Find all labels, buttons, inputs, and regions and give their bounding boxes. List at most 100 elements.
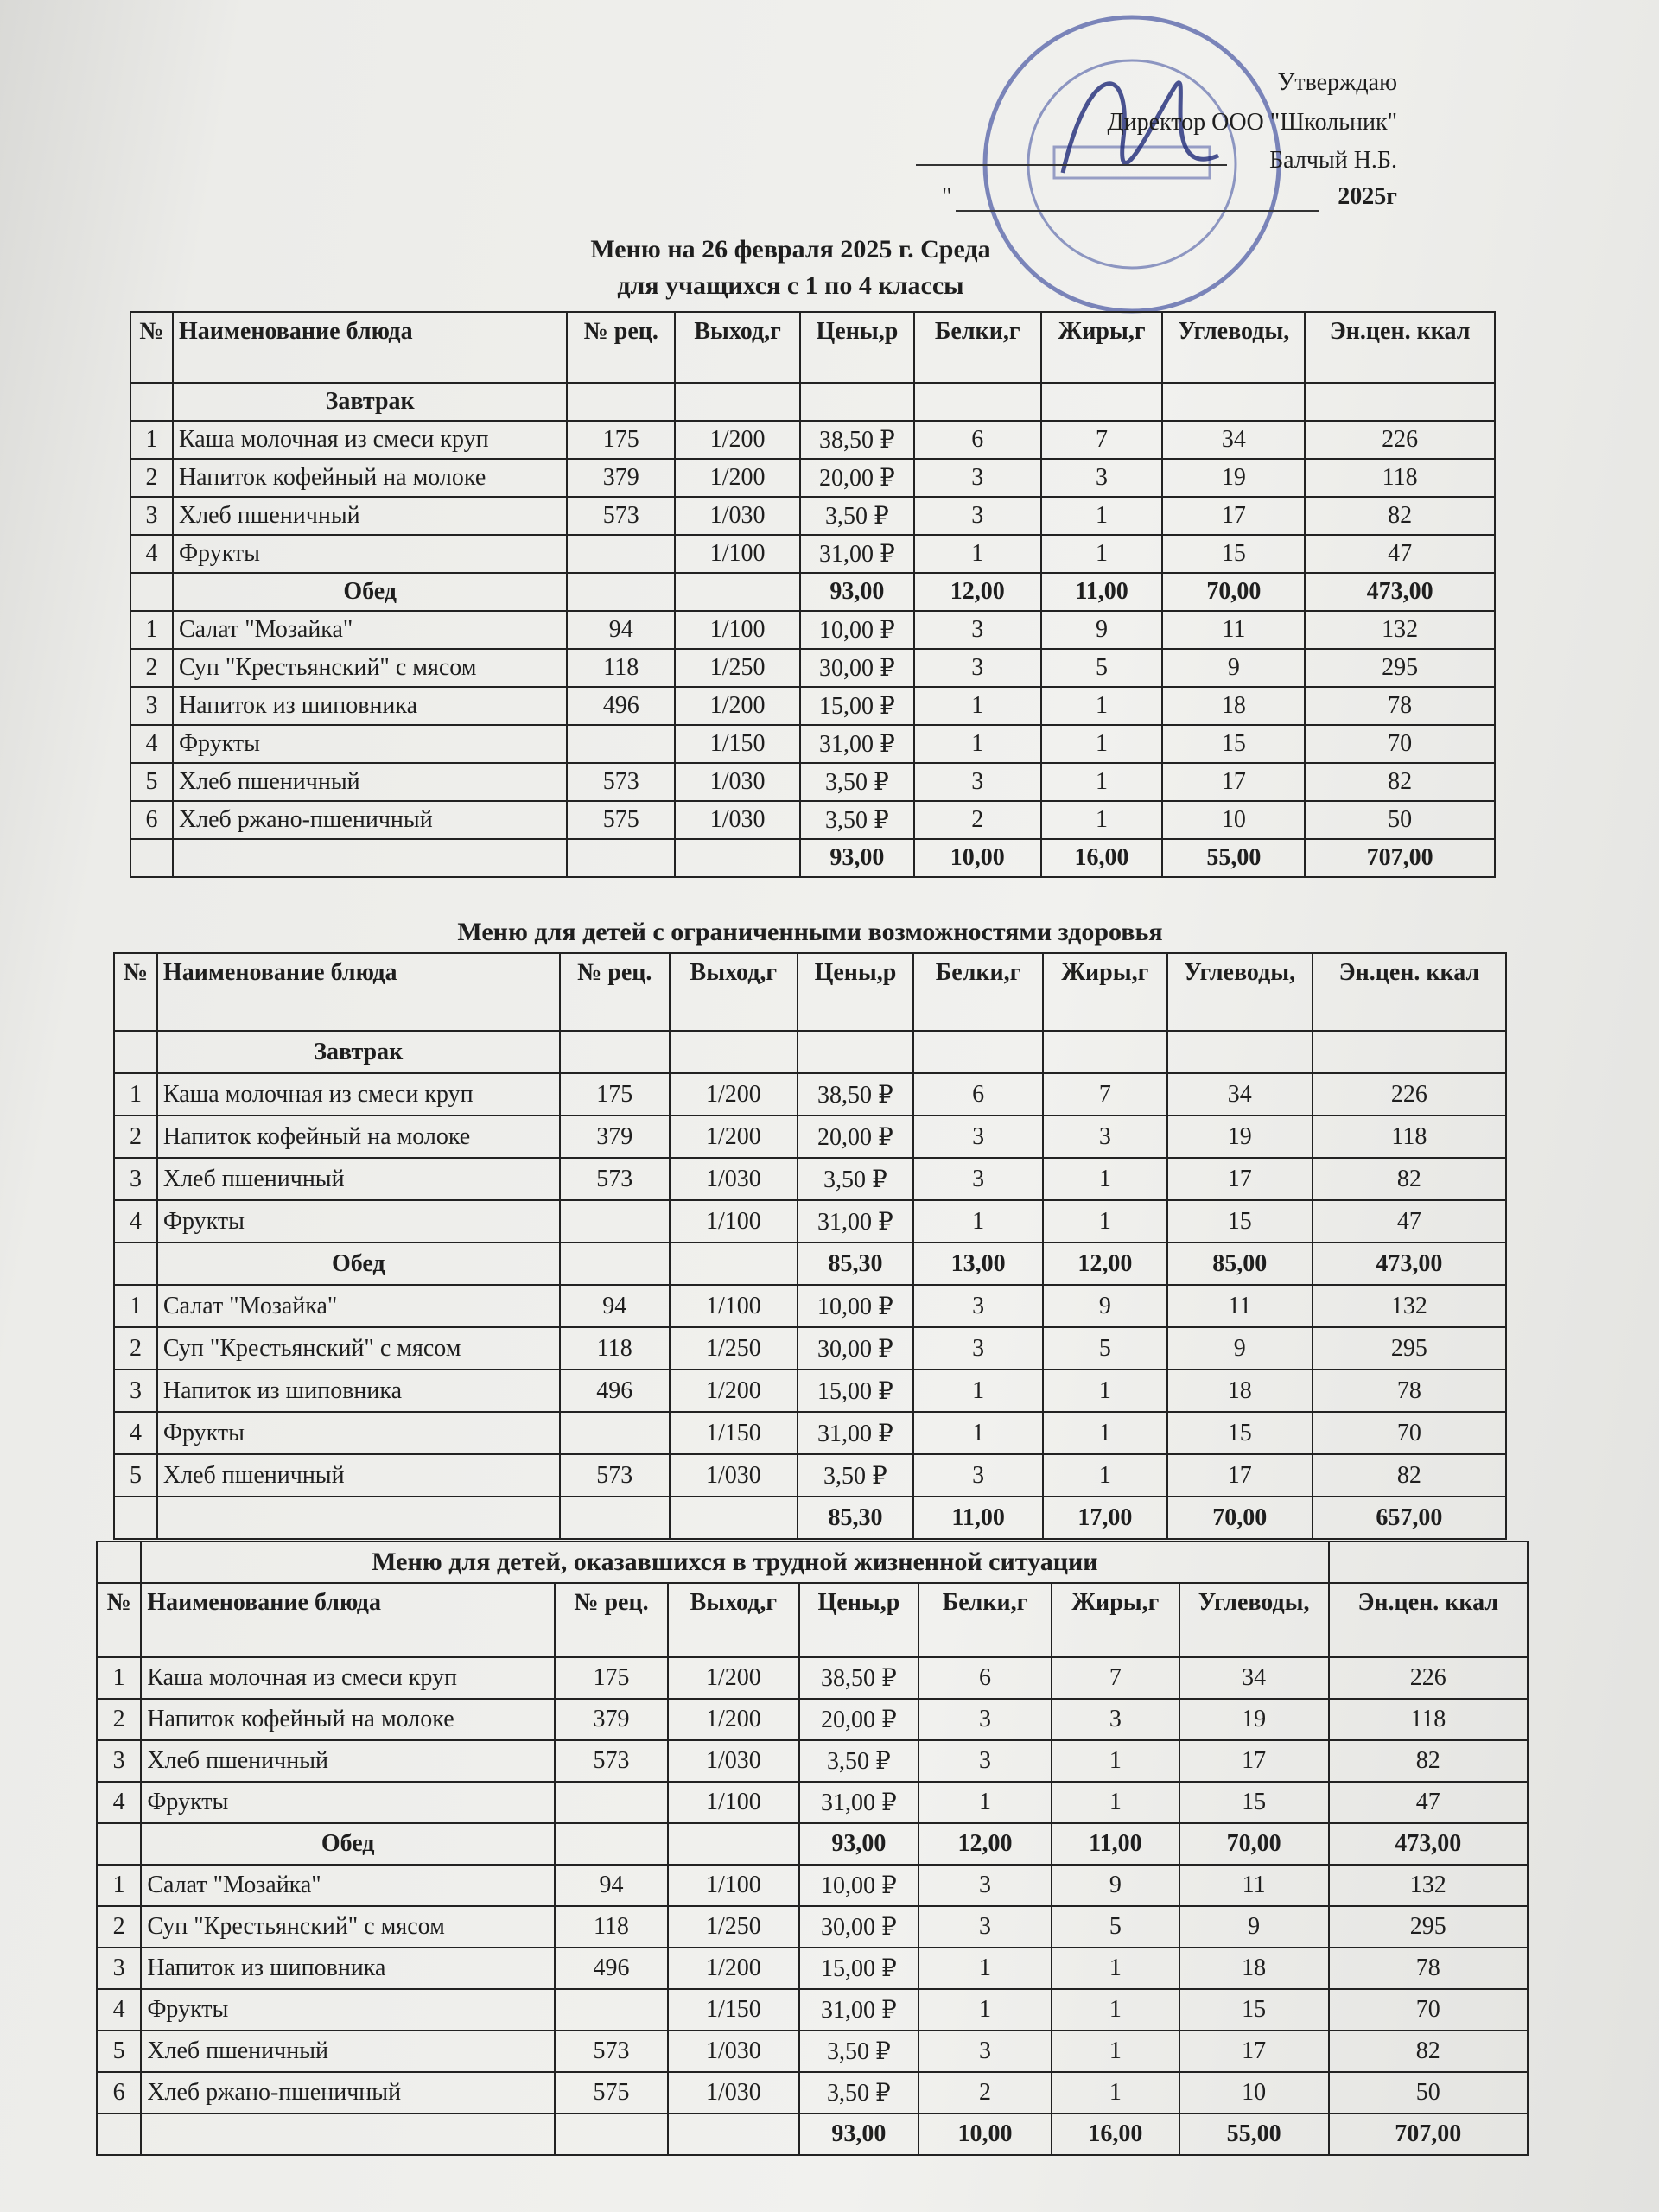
cell: 3 xyxy=(912,762,1042,802)
cell: 31,00 ₽ xyxy=(796,1411,915,1455)
cell: 1 xyxy=(95,1864,143,1907)
approval-line: Директор ООО "Школьник" xyxy=(1107,109,1397,136)
cell xyxy=(558,1199,671,1243)
cell: 3 xyxy=(1041,1115,1168,1159)
cell: 12,00 xyxy=(918,1822,1053,1866)
cell: 379 xyxy=(558,1115,671,1159)
cell: 496 xyxy=(558,1369,671,1413)
cell: 17 xyxy=(1178,2030,1330,2073)
cell: Фрукты xyxy=(156,1199,561,1243)
cell: 38,50 ₽ xyxy=(799,420,915,460)
menu-row: 1 Каша молочная из смеси круп 175 1/200 38,5… xyxy=(130,420,1496,460)
cell: 1 xyxy=(918,1947,1053,1990)
cell: 30,00 ₽ xyxy=(798,1905,920,1948)
cell: 4 xyxy=(130,534,174,574)
cell: 496 xyxy=(554,1947,669,1990)
cell: 118 xyxy=(1311,1115,1508,1159)
cell: 4 xyxy=(130,724,174,764)
cell: 10,00 ₽ xyxy=(799,610,915,650)
cell: 10 xyxy=(1161,800,1306,840)
cell xyxy=(558,1496,671,1540)
table-caption: Меню для детей, оказавшихся в трудной жи… xyxy=(140,1541,1330,1584)
cell: 78 xyxy=(1327,1947,1529,1990)
cell: 1 xyxy=(912,1369,1044,1413)
cell xyxy=(558,1030,671,1074)
cell: 31,00 ₽ xyxy=(798,1988,920,2031)
cell: 3 xyxy=(918,1698,1053,1741)
cell: 1 xyxy=(113,1284,158,1328)
cell: Суп "Крестьянский" с мясом xyxy=(171,648,569,688)
cell: 70,00 xyxy=(1161,572,1306,612)
cell xyxy=(1327,1541,1529,1584)
cell: 47 xyxy=(1311,1199,1508,1243)
header-row: № Наименование блюда № рец. Выход,г Цены,р Бе… xyxy=(113,952,1508,1032)
cell: 1 xyxy=(912,724,1042,764)
cell: 3 xyxy=(130,496,174,536)
menu-row: 4 Фрукты 1/100 31,00 ₽1 1 15 47 xyxy=(95,1781,1529,1824)
cell: 70 xyxy=(1327,1988,1529,2031)
cell: 13,00 xyxy=(912,1242,1044,1286)
cell: 82 xyxy=(1311,1453,1508,1497)
menu-row: 3 Хлеб пшеничный 573 1/030 3,50 ₽3 1 17 82 xyxy=(130,496,1496,536)
cell: 1/200 xyxy=(666,1698,800,1741)
cell: 34 xyxy=(1166,1072,1313,1116)
cell: 175 xyxy=(554,1656,669,1700)
header-cell: Выход,г xyxy=(668,952,798,1032)
header-cell: Белки,г xyxy=(918,1582,1053,1658)
cell: 1/030 xyxy=(668,1453,798,1497)
cell: 1/030 xyxy=(666,2030,800,2073)
header-cell: Жиры,г xyxy=(1039,311,1164,384)
cell: 1/100 xyxy=(668,1199,798,1243)
cell xyxy=(666,1822,800,1866)
cell: 11 xyxy=(1166,1284,1313,1328)
header-cell: Белки,г xyxy=(912,952,1044,1032)
cell: Хлеб пшеничный xyxy=(171,496,569,536)
cell: 1/030 xyxy=(666,1739,800,1783)
cell xyxy=(566,534,677,574)
cell: 1 xyxy=(1039,534,1164,574)
header-cell: Выход,г xyxy=(666,1582,800,1658)
cell xyxy=(156,1496,561,1540)
cell xyxy=(668,1030,798,1074)
cell: Хлеб пшеничный xyxy=(140,2030,556,2073)
cell: 3,50 ₽ xyxy=(799,800,915,840)
cell: 118 xyxy=(566,648,677,688)
cell: 10,00 ₽ xyxy=(798,1864,920,1907)
menu-row: 3 Хлеб пшеничный 573 1/030 3,50 ₽3 1 17 82 xyxy=(95,1739,1529,1783)
cell xyxy=(666,2113,800,2156)
cell: 1 xyxy=(130,610,174,650)
cell: 1 xyxy=(1041,1157,1168,1201)
cell: 3 xyxy=(113,1157,158,1201)
cell: 707,00 xyxy=(1327,2113,1529,2156)
cell: 1/150 xyxy=(674,724,801,764)
cell: 1/030 xyxy=(674,496,801,536)
header-cell: Эн.цен. ккал xyxy=(1327,1582,1529,1658)
menu-table: № Наименование блюда № рец. Выход,г Цены,р Бе… xyxy=(113,952,1508,1540)
cell: 175 xyxy=(566,420,677,460)
cell: 30,00 ₽ xyxy=(796,1326,915,1370)
cell: 226 xyxy=(1327,1656,1529,1700)
menu-row: 2 Суп "Крестьянский" с мясом 118 1/250 30,00… xyxy=(95,1905,1529,1948)
date-quote: " xyxy=(942,183,952,210)
cell: 10,00 xyxy=(912,838,1042,878)
cell xyxy=(1041,1030,1168,1074)
cell: 473,00 xyxy=(1327,1822,1529,1866)
cell: 31,00 ₽ xyxy=(798,1781,920,1824)
cell: 9 xyxy=(1161,648,1306,688)
cell: 3 xyxy=(912,496,1042,536)
cell: 1 xyxy=(1051,1739,1180,1783)
cell: 15 xyxy=(1178,1988,1330,2031)
header-cell: Жиры,г xyxy=(1051,1582,1180,1658)
cell xyxy=(95,1541,143,1584)
cell xyxy=(912,1030,1044,1074)
cell: Фрукты xyxy=(140,1988,556,2031)
cell: 1 xyxy=(1041,1199,1168,1243)
header-cell: Цены,р xyxy=(799,311,915,384)
cell: Обед xyxy=(156,1242,561,1286)
cell: 1/250 xyxy=(666,1905,800,1948)
cell xyxy=(1311,1030,1508,1074)
cell: 38,50 ₽ xyxy=(796,1072,915,1116)
cell: 3 xyxy=(912,1326,1044,1370)
cell xyxy=(799,382,915,422)
cell: 2 xyxy=(912,800,1042,840)
